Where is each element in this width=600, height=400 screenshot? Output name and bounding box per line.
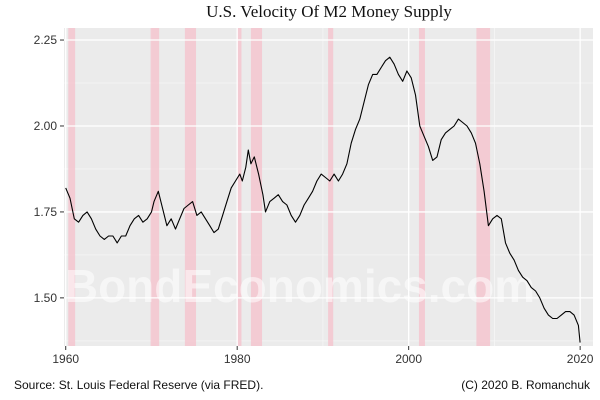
x-tick-label-1: 1980: [224, 352, 251, 366]
recession-band-1: [150, 28, 160, 346]
x-tick-label-2: 2000: [395, 352, 422, 366]
copyright-note: (C) 2020 B. Romanchuk: [461, 378, 591, 392]
y-tick-label-3: 2.25: [34, 33, 58, 47]
x-tick-label-0: 1960: [52, 352, 79, 366]
x-tick-label-3: 2020: [567, 352, 594, 366]
recession-band-5: [328, 28, 334, 346]
recession-band-3: [237, 28, 242, 346]
y-axis: 1.50 1.75 2.00 2.25: [34, 33, 64, 305]
major-gridlines: [64, 28, 593, 346]
y-tick-label-0: 1.50: [34, 291, 58, 305]
recession-band-6: [418, 28, 425, 346]
recession-band-4: [250, 28, 263, 346]
recession-band-2: [184, 28, 197, 346]
chart-title: U.S. Velocity Of M2 Money Supply: [206, 2, 452, 21]
source-note: Source: St. Louis Federal Reserve (via F…: [14, 378, 263, 392]
watermark-text: BondEconomics.com: [65, 260, 535, 312]
x-axis: 1960 1980 2000 2020: [52, 346, 594, 366]
y-tick-label-1: 1.75: [34, 205, 58, 219]
y-tick-label-2: 2.00: [34, 119, 58, 133]
recession-band-0: [68, 28, 76, 346]
series-line-velocity-m2: [65, 56, 581, 343]
